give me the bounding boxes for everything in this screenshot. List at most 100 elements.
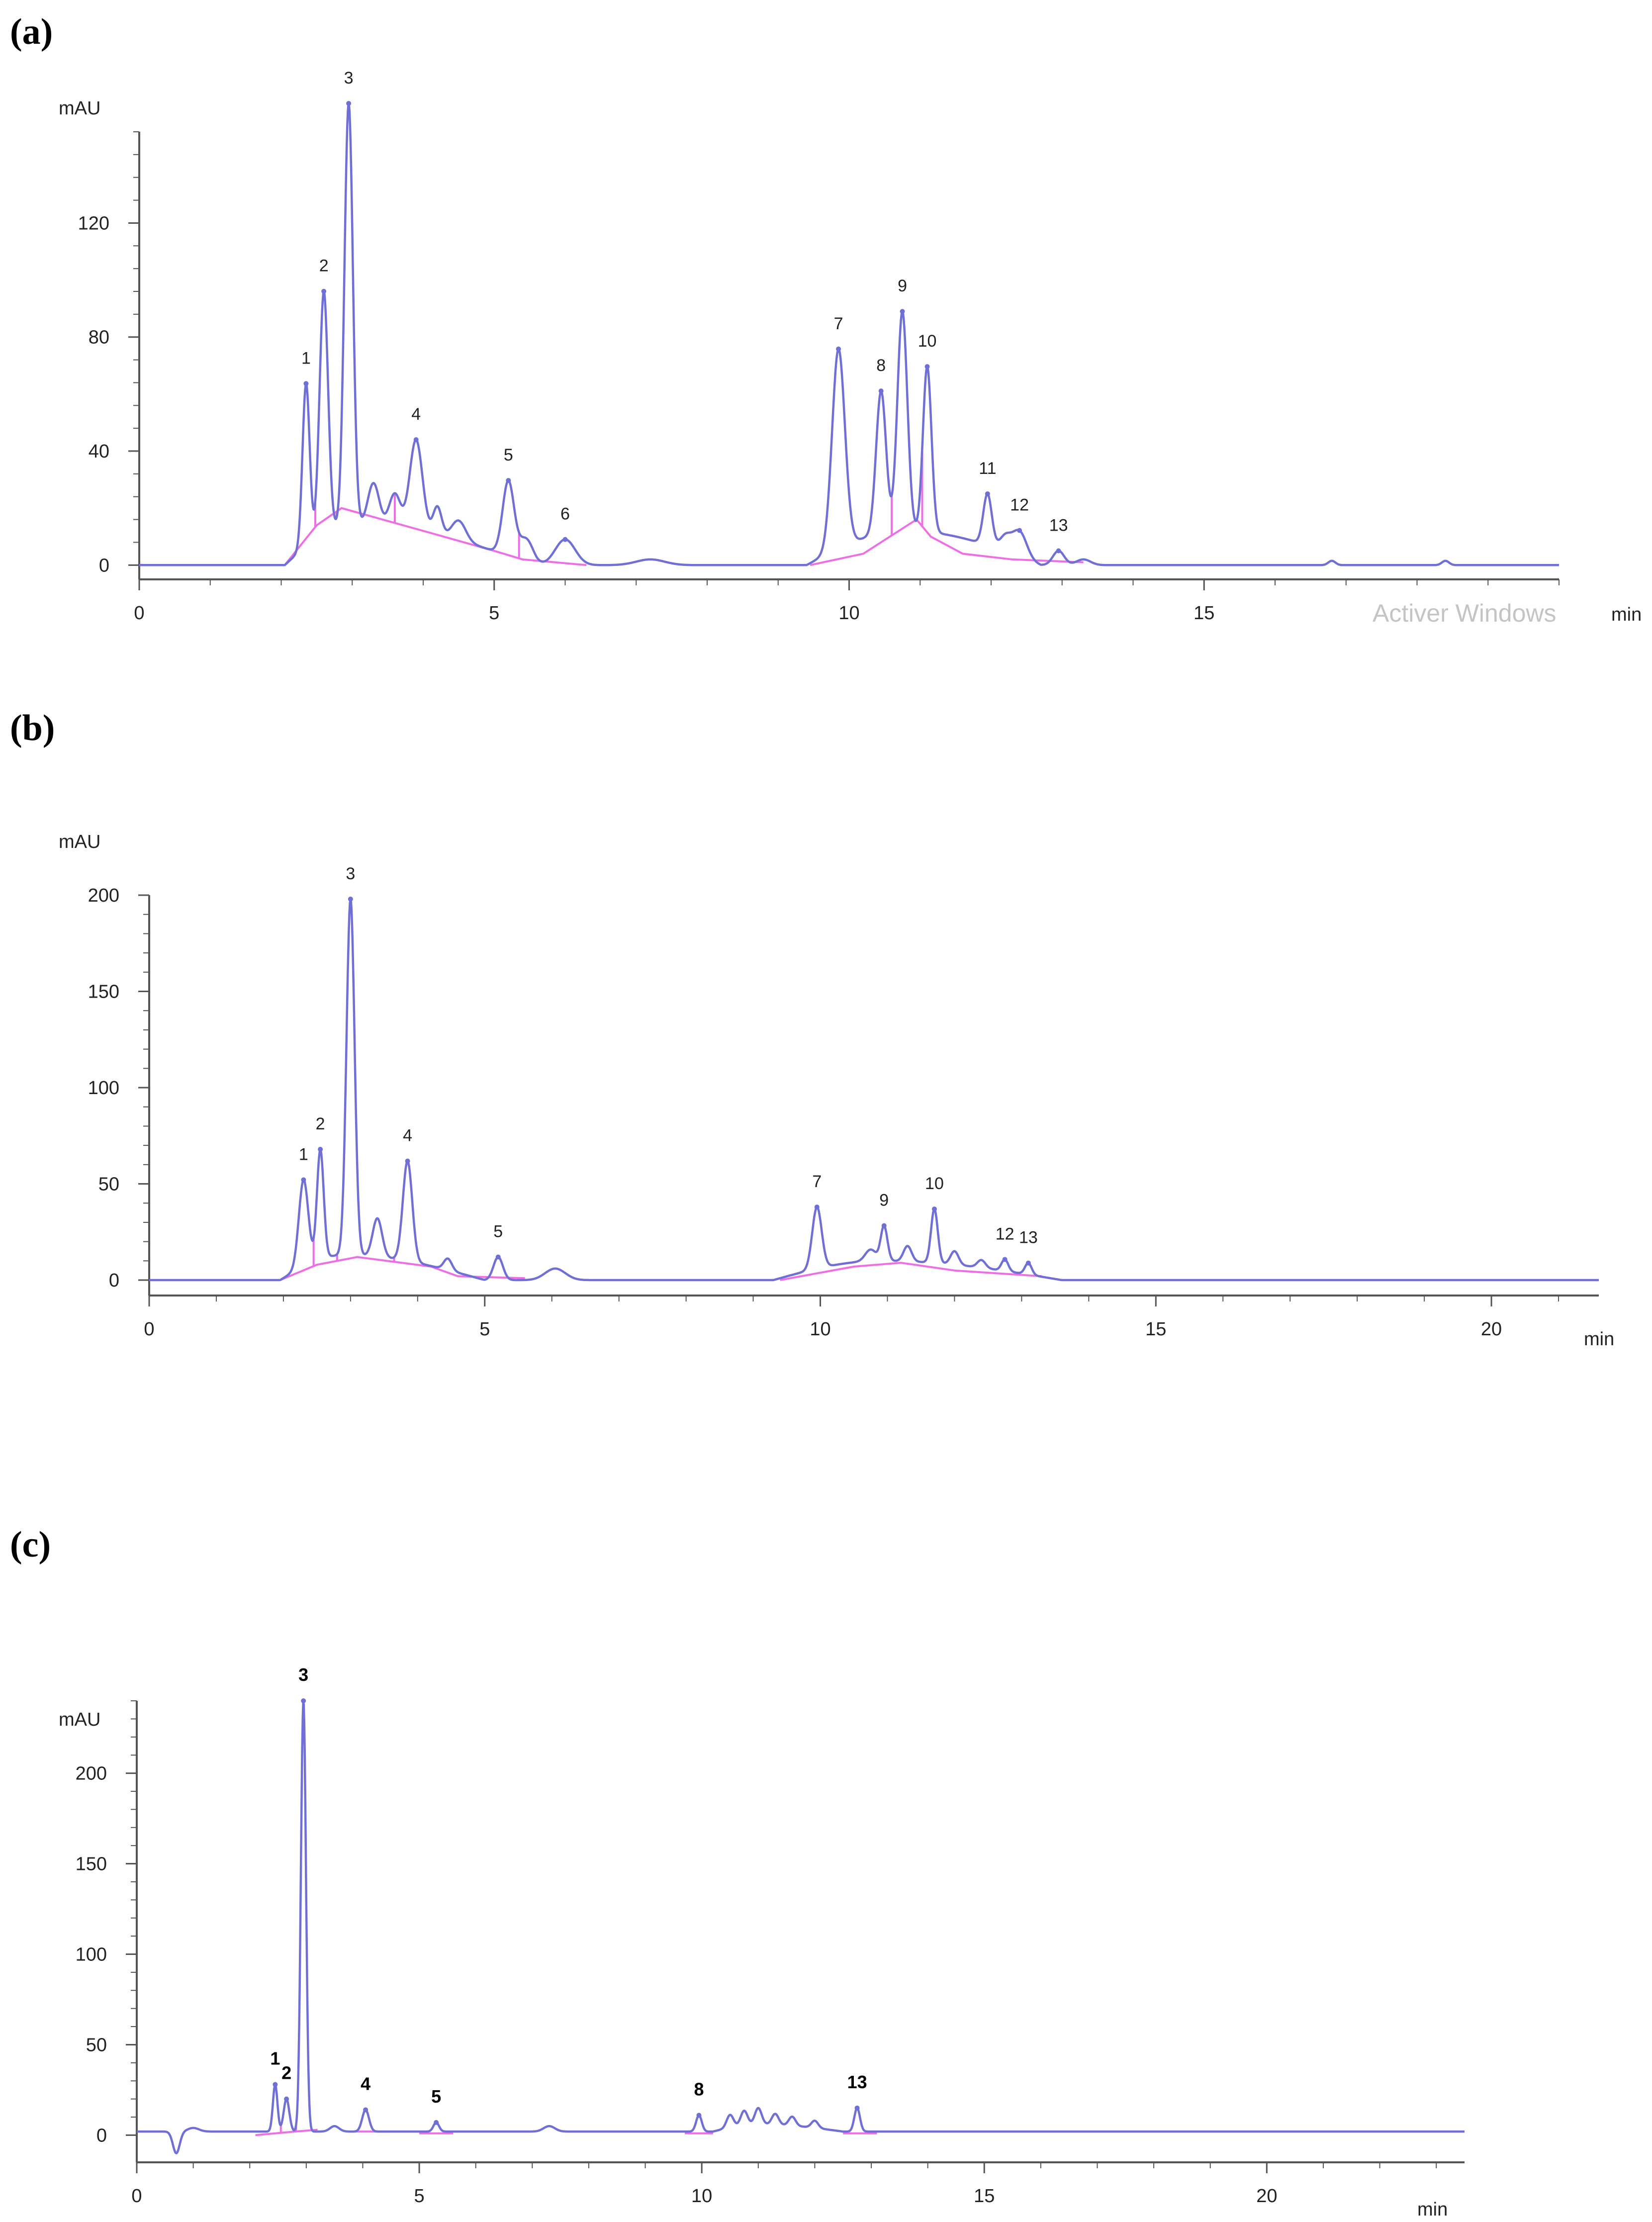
x-tick-label: 5 bbox=[479, 1319, 490, 1340]
peak-apex-marker bbox=[506, 478, 511, 483]
panel-label: (c) bbox=[10, 1524, 51, 1565]
peak-apex-marker bbox=[814, 1204, 820, 1210]
peak-label: 13 bbox=[1049, 516, 1068, 535]
peak-apex-marker bbox=[348, 896, 353, 902]
y-axis-unit: mAU bbox=[59, 1709, 100, 1730]
peak-apex-marker bbox=[900, 309, 905, 314]
x-tick-label: 20 bbox=[1256, 2186, 1277, 2207]
x-tick-label: 0 bbox=[144, 1319, 154, 1340]
x-tick-label: 15 bbox=[1145, 1319, 1166, 1340]
y-tick-label: 150 bbox=[88, 982, 119, 1003]
y-tick-label: 150 bbox=[76, 1854, 107, 1875]
peak-apex-marker bbox=[1025, 1260, 1031, 1266]
x-tick-label: 0 bbox=[134, 603, 144, 624]
x-tick-label: 5 bbox=[414, 2186, 425, 2207]
peak-label: 12 bbox=[1010, 496, 1029, 515]
peak-label: 6 bbox=[560, 505, 570, 524]
peak-label: 1 bbox=[299, 1145, 308, 1164]
peak-label: 5 bbox=[504, 446, 513, 464]
y-tick-label: 0 bbox=[109, 1270, 119, 1291]
y-tick-label: 0 bbox=[99, 555, 109, 576]
y-tick-label: 80 bbox=[89, 327, 109, 348]
y-tick-label: 50 bbox=[86, 2035, 107, 2055]
y-tick-label: 120 bbox=[78, 213, 109, 234]
chromatogram-panel-b: (b) 0 50 100 150 200 0 5 10 15 20 mAU min 12 3 4 5 7 9 10 12… bbox=[10, 708, 1614, 1350]
peak-apex-marker bbox=[434, 2120, 439, 2125]
y-tick-label: 200 bbox=[76, 1763, 107, 1784]
x-axis-unit: min bbox=[1611, 604, 1642, 625]
peak-label: 5 bbox=[493, 1222, 503, 1241]
peak-label: 2 bbox=[319, 257, 329, 276]
peak-label: 3 bbox=[346, 864, 355, 883]
x-tick-label: 5 bbox=[489, 603, 499, 624]
peak-label: 7 bbox=[834, 314, 843, 333]
chromatogram-trace bbox=[138, 103, 1560, 566]
peak-apex-marker bbox=[881, 1223, 887, 1228]
y-axis-unit: mAU bbox=[59, 98, 100, 119]
y-tick-label: 40 bbox=[89, 441, 109, 462]
peak-apex-marker bbox=[985, 491, 990, 496]
chromatogram-panel-c: (c) 0 50 100 150 200 0 5 10 15 20 mAU min 12 3 4 5 8 13 bbox=[10, 1524, 1466, 2220]
peak-apex-marker bbox=[321, 288, 327, 294]
peak-apex-marker bbox=[1002, 1257, 1008, 1262]
y-tick-label: 100 bbox=[76, 1944, 107, 1965]
peak-apex-marker bbox=[284, 2096, 289, 2102]
peak-label: 9 bbox=[898, 277, 907, 295]
x-tick-label: 15 bbox=[1193, 603, 1214, 624]
peak-apex-marker bbox=[273, 2082, 278, 2087]
peak-label: 4 bbox=[361, 2073, 370, 2094]
y-axis-unit: mAU bbox=[59, 832, 100, 852]
peak-apex-marker bbox=[1056, 548, 1061, 554]
x-tick-label: 10 bbox=[810, 1319, 830, 1340]
peak-label: 10 bbox=[925, 1174, 944, 1193]
peak-label: 3 bbox=[298, 1665, 308, 1685]
peak-label: 4 bbox=[411, 405, 421, 424]
peak-apex-marker bbox=[1017, 528, 1022, 533]
peak-apex-marker bbox=[495, 1254, 501, 1260]
peak-label: 9 bbox=[879, 1191, 889, 1210]
peak-label: 3 bbox=[344, 69, 354, 88]
y-tick-label: 200 bbox=[88, 885, 119, 906]
peak-apex-marker bbox=[363, 2107, 368, 2113]
peak-label: 11 bbox=[979, 459, 996, 478]
integration-baseline bbox=[255, 2129, 318, 2136]
integration-baseline bbox=[810, 518, 1084, 566]
peak-label: 4 bbox=[403, 1126, 412, 1145]
x-tick-label: 15 bbox=[974, 2186, 995, 2207]
y-tick-label: 0 bbox=[96, 2125, 107, 2146]
peak-apex-marker bbox=[878, 388, 884, 394]
peak-apex-marker bbox=[924, 364, 930, 370]
peak-apex-marker bbox=[413, 437, 419, 443]
peak-apex-marker bbox=[318, 1147, 323, 1152]
peak-apex-marker bbox=[562, 537, 568, 542]
chromatogram-trace bbox=[148, 898, 1600, 1282]
peak-apex-marker bbox=[405, 1158, 410, 1164]
peak-label: 2 bbox=[281, 2063, 291, 2083]
peak-apex-marker bbox=[301, 1177, 306, 1183]
chromatogram-trace bbox=[136, 1701, 1466, 2154]
panel-label: (b) bbox=[10, 708, 55, 748]
peak-label: 13 bbox=[1019, 1228, 1038, 1247]
x-axis-unit: min bbox=[1417, 2199, 1448, 2220]
watermark-text: Activer Windows bbox=[1373, 599, 1557, 627]
peak-label: 8 bbox=[876, 356, 886, 375]
peak-apex-marker bbox=[854, 2105, 860, 2111]
peak-label: 13 bbox=[847, 2072, 867, 2092]
peak-label: 1 bbox=[301, 349, 311, 368]
integration-baseline bbox=[780, 1262, 1042, 1281]
peak-label: 2 bbox=[316, 1114, 325, 1133]
peak-label: 7 bbox=[812, 1172, 822, 1191]
peak-apex-marker bbox=[346, 100, 352, 106]
panel-label: (a) bbox=[10, 11, 53, 52]
x-tick-label: 0 bbox=[131, 2186, 142, 2207]
peak-label: 10 bbox=[918, 332, 937, 351]
peak-apex-marker bbox=[301, 1698, 306, 1703]
integration-baseline bbox=[284, 507, 587, 566]
peak-apex-marker bbox=[836, 346, 841, 352]
peak-label: 1 bbox=[270, 2048, 280, 2068]
x-tick-label: 10 bbox=[691, 2186, 712, 2207]
peak-label: 8 bbox=[694, 2079, 704, 2099]
x-tick-label: 10 bbox=[838, 603, 859, 624]
peak-apex-marker bbox=[303, 381, 309, 386]
